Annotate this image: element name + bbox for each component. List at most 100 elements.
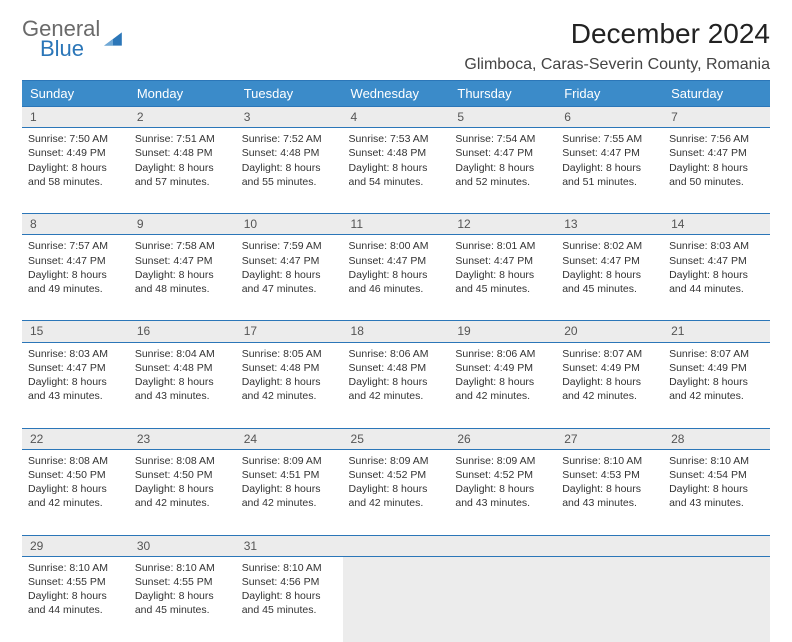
day-number-cell: 20: [556, 321, 663, 342]
daylight-line: Daylight: 8 hours and 43 minutes.: [669, 482, 764, 510]
sunrise-line: Sunrise: 8:09 AM: [455, 454, 550, 468]
sunrise-line: Sunrise: 8:06 AM: [349, 347, 444, 361]
daylight-line: Daylight: 8 hours and 45 minutes.: [455, 268, 550, 296]
sunrise-line: Sunrise: 7:51 AM: [135, 132, 230, 146]
weekday-header: Wednesday: [343, 81, 450, 107]
day-cell: Sunrise: 8:07 AMSunset: 4:49 PMDaylight:…: [556, 342, 663, 428]
sunset-line: Sunset: 4:48 PM: [242, 361, 337, 375]
daylight-line: Daylight: 8 hours and 57 minutes.: [135, 161, 230, 189]
day-number-cell: 26: [449, 428, 556, 449]
sunrise-line: Sunrise: 8:01 AM: [455, 239, 550, 253]
sunset-line: Sunset: 4:47 PM: [669, 146, 764, 160]
weekday-header: Friday: [556, 81, 663, 107]
sunset-line: Sunset: 4:48 PM: [349, 146, 444, 160]
daylight-line: Daylight: 8 hours and 42 minutes.: [242, 482, 337, 510]
day-cell: Sunrise: 7:57 AMSunset: 4:47 PMDaylight:…: [22, 235, 129, 321]
sunrise-line: Sunrise: 8:09 AM: [242, 454, 337, 468]
day-number-cell: 28: [663, 428, 770, 449]
day-cell: Sunrise: 8:09 AMSunset: 4:52 PMDaylight:…: [449, 449, 556, 535]
sunset-line: Sunset: 4:48 PM: [135, 146, 230, 160]
day-cell: Sunrise: 7:56 AMSunset: 4:47 PMDaylight:…: [663, 128, 770, 214]
day-cell: Sunrise: 8:09 AMSunset: 4:52 PMDaylight:…: [343, 449, 450, 535]
brand-logo: General Blue: [22, 18, 124, 60]
day-cell: Sunrise: 8:10 AMSunset: 4:53 PMDaylight:…: [556, 449, 663, 535]
day-number-cell: [343, 535, 450, 556]
weekday-header: Monday: [129, 81, 236, 107]
daylight-line: Daylight: 8 hours and 55 minutes.: [242, 161, 337, 189]
sunrise-line: Sunrise: 8:10 AM: [135, 561, 230, 575]
weekday-header: Tuesday: [236, 81, 343, 107]
sunset-line: Sunset: 4:55 PM: [135, 575, 230, 589]
day-cell: Sunrise: 8:08 AMSunset: 4:50 PMDaylight:…: [129, 449, 236, 535]
daylight-line: Daylight: 8 hours and 42 minutes.: [562, 375, 657, 403]
day-number-cell: 27: [556, 428, 663, 449]
day-cell: [343, 556, 450, 642]
day-cell: Sunrise: 8:03 AMSunset: 4:47 PMDaylight:…: [22, 342, 129, 428]
day-number-cell: 12: [449, 214, 556, 235]
daylight-line: Daylight: 8 hours and 44 minutes.: [28, 589, 123, 617]
day-data-row: Sunrise: 8:08 AMSunset: 4:50 PMDaylight:…: [22, 449, 770, 535]
day-number-cell: 29: [22, 535, 129, 556]
day-cell: Sunrise: 8:01 AMSunset: 4:47 PMDaylight:…: [449, 235, 556, 321]
day-number-cell: 19: [449, 321, 556, 342]
day-cell: Sunrise: 8:07 AMSunset: 4:49 PMDaylight:…: [663, 342, 770, 428]
daylight-line: Daylight: 8 hours and 42 minutes.: [669, 375, 764, 403]
daylight-line: Daylight: 8 hours and 45 minutes.: [242, 589, 337, 617]
day-cell: Sunrise: 7:50 AMSunset: 4:49 PMDaylight:…: [22, 128, 129, 214]
weekday-header: Sunday: [22, 81, 129, 107]
daylight-line: Daylight: 8 hours and 45 minutes.: [562, 268, 657, 296]
daylight-line: Daylight: 8 hours and 50 minutes.: [669, 161, 764, 189]
sunrise-line: Sunrise: 8:05 AM: [242, 347, 337, 361]
daylight-line: Daylight: 8 hours and 51 minutes.: [562, 161, 657, 189]
sunset-line: Sunset: 4:47 PM: [562, 146, 657, 160]
sunset-line: Sunset: 4:49 PM: [562, 361, 657, 375]
sunset-line: Sunset: 4:47 PM: [669, 254, 764, 268]
day-number-cell: 8: [22, 214, 129, 235]
day-number-cell: [663, 535, 770, 556]
day-number-cell: 22: [22, 428, 129, 449]
day-cell: Sunrise: 8:06 AMSunset: 4:49 PMDaylight:…: [449, 342, 556, 428]
sunset-line: Sunset: 4:54 PM: [669, 468, 764, 482]
daylight-line: Daylight: 8 hours and 42 minutes.: [28, 482, 123, 510]
title-block: December 2024 Glimboca, Caras-Severin Co…: [464, 18, 770, 74]
calendar-table: Sunday Monday Tuesday Wednesday Thursday…: [22, 81, 770, 642]
day-number-cell: 24: [236, 428, 343, 449]
daylight-line: Daylight: 8 hours and 42 minutes.: [349, 375, 444, 403]
day-number-cell: [556, 535, 663, 556]
sunrise-line: Sunrise: 8:06 AM: [455, 347, 550, 361]
sunset-line: Sunset: 4:48 PM: [349, 361, 444, 375]
sunrise-line: Sunrise: 7:59 AM: [242, 239, 337, 253]
day-number-cell: 31: [236, 535, 343, 556]
day-number-cell: 16: [129, 321, 236, 342]
brand-word-2: Blue: [40, 38, 100, 60]
daylight-line: Daylight: 8 hours and 49 minutes.: [28, 268, 123, 296]
sunset-line: Sunset: 4:47 PM: [455, 254, 550, 268]
daylight-line: Daylight: 8 hours and 58 minutes.: [28, 161, 123, 189]
sunset-line: Sunset: 4:50 PM: [28, 468, 123, 482]
day-cell: Sunrise: 7:53 AMSunset: 4:48 PMDaylight:…: [343, 128, 450, 214]
daylight-line: Daylight: 8 hours and 43 minutes.: [562, 482, 657, 510]
sunset-line: Sunset: 4:52 PM: [455, 468, 550, 482]
sunrise-line: Sunrise: 8:10 AM: [562, 454, 657, 468]
day-cell: Sunrise: 8:05 AMSunset: 4:48 PMDaylight:…: [236, 342, 343, 428]
day-number-cell: 7: [663, 107, 770, 128]
sunrise-line: Sunrise: 8:07 AM: [562, 347, 657, 361]
day-number-row: 15161718192021: [22, 321, 770, 342]
day-data-row: Sunrise: 8:10 AMSunset: 4:55 PMDaylight:…: [22, 556, 770, 642]
day-number-cell: 17: [236, 321, 343, 342]
day-cell: Sunrise: 8:10 AMSunset: 4:54 PMDaylight:…: [663, 449, 770, 535]
day-data-row: Sunrise: 7:57 AMSunset: 4:47 PMDaylight:…: [22, 235, 770, 321]
day-cell: Sunrise: 8:02 AMSunset: 4:47 PMDaylight:…: [556, 235, 663, 321]
daylight-line: Daylight: 8 hours and 45 minutes.: [135, 589, 230, 617]
daylight-line: Daylight: 8 hours and 47 minutes.: [242, 268, 337, 296]
sunset-line: Sunset: 4:47 PM: [349, 254, 444, 268]
day-number-cell: 13: [556, 214, 663, 235]
sunrise-line: Sunrise: 7:57 AM: [28, 239, 123, 253]
sunrise-line: Sunrise: 7:53 AM: [349, 132, 444, 146]
day-cell: Sunrise: 8:10 AMSunset: 4:55 PMDaylight:…: [129, 556, 236, 642]
sunset-line: Sunset: 4:51 PM: [242, 468, 337, 482]
day-number-row: 891011121314: [22, 214, 770, 235]
daylight-line: Daylight: 8 hours and 54 minutes.: [349, 161, 444, 189]
day-number-row: 293031: [22, 535, 770, 556]
sunset-line: Sunset: 4:56 PM: [242, 575, 337, 589]
